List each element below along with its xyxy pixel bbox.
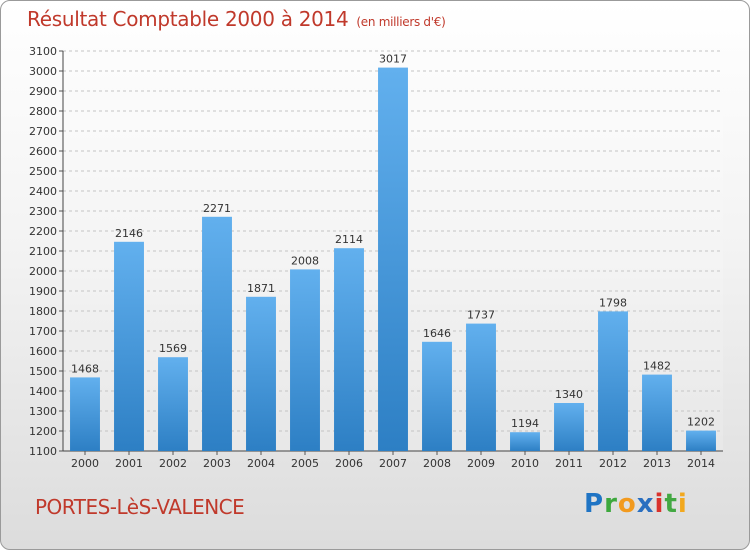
bar-2012 bbox=[598, 311, 628, 451]
brand-logo: Proxiti bbox=[584, 489, 688, 519]
location-label: PORTES-LèS-VALENCE bbox=[35, 495, 245, 519]
y-tick-label: 2800 bbox=[29, 105, 57, 118]
data-label-2001: 2146 bbox=[115, 227, 143, 240]
brand-letter: r bbox=[604, 489, 618, 519]
y-tick-label: 2100 bbox=[29, 245, 57, 258]
bar-2014 bbox=[686, 430, 716, 451]
x-tick-label-2010: 2010 bbox=[511, 457, 539, 470]
data-label-2005: 2008 bbox=[291, 254, 319, 267]
chart-title: Résultat Comptable 2000 à 2014 (en millie… bbox=[27, 7, 446, 31]
brand-letter: P bbox=[584, 489, 605, 519]
brand-letter: t bbox=[664, 489, 678, 519]
y-tick-label: 3000 bbox=[29, 65, 57, 78]
x-tick-label-2011: 2011 bbox=[555, 457, 583, 470]
bar-2001 bbox=[114, 241, 144, 451]
data-label-2003: 2271 bbox=[203, 202, 231, 215]
bar-2013 bbox=[642, 374, 672, 451]
x-tick-label-2006: 2006 bbox=[335, 457, 363, 470]
bar-2008 bbox=[422, 341, 452, 451]
y-tick-label: 2200 bbox=[29, 225, 57, 238]
x-tick-label-2009: 2009 bbox=[467, 457, 495, 470]
x-tick-label-2000: 2000 bbox=[71, 457, 99, 470]
x-tick-label-2004: 2004 bbox=[247, 457, 275, 470]
bar-2003 bbox=[202, 216, 232, 451]
y-tick-label: 1600 bbox=[29, 345, 57, 358]
data-label-2011: 1340 bbox=[555, 388, 583, 401]
data-label-2010: 1194 bbox=[511, 417, 539, 430]
y-tick-label: 2400 bbox=[29, 185, 57, 198]
chart-subtitle: (en milliers d'€) bbox=[356, 15, 446, 29]
bar-2009 bbox=[466, 323, 496, 451]
data-label-2014: 1202 bbox=[687, 416, 715, 429]
bar-2010 bbox=[510, 432, 540, 451]
y-tick-label: 2300 bbox=[29, 205, 57, 218]
data-label-2009: 1737 bbox=[467, 309, 495, 322]
y-tick-label: 1500 bbox=[29, 365, 57, 378]
bar-2004 bbox=[246, 296, 276, 451]
brand-letter: x bbox=[636, 489, 655, 519]
data-label-2008: 1646 bbox=[423, 327, 451, 340]
y-tick-label: 1200 bbox=[29, 425, 57, 438]
x-tick-label-2012: 2012 bbox=[599, 457, 627, 470]
y-tick-label: 1900 bbox=[29, 285, 57, 298]
x-tick-label-2003: 2003 bbox=[203, 457, 231, 470]
x-tick-label-2007: 2007 bbox=[379, 457, 407, 470]
x-tick-label-2002: 2002 bbox=[159, 457, 187, 470]
y-tick-label: 2500 bbox=[29, 165, 57, 178]
y-tick-label: 2700 bbox=[29, 125, 57, 138]
bar-2006 bbox=[334, 248, 364, 451]
y-tick-label: 2900 bbox=[29, 85, 57, 98]
y-tick-label: 1100 bbox=[29, 445, 57, 458]
x-tick-label-2008: 2008 bbox=[423, 457, 451, 470]
x-tick-label-2013: 2013 bbox=[643, 457, 671, 470]
bar-2002 bbox=[158, 357, 188, 451]
bar-2011 bbox=[554, 403, 584, 451]
brand-letter: i bbox=[654, 489, 665, 519]
bar-2007 bbox=[378, 67, 408, 451]
y-tick-label: 1300 bbox=[29, 405, 57, 418]
brand-letter: o bbox=[617, 489, 637, 519]
x-tick-label-2001: 2001 bbox=[115, 457, 143, 470]
data-label-2013: 1482 bbox=[643, 360, 671, 373]
y-tick-label: 1800 bbox=[29, 305, 57, 318]
y-tick-label: 3100 bbox=[29, 45, 57, 58]
data-label-2002: 1569 bbox=[159, 342, 187, 355]
x-tick-label-2005: 2005 bbox=[291, 457, 319, 470]
data-label-2000: 1468 bbox=[71, 362, 99, 375]
y-tick-label: 1400 bbox=[29, 385, 57, 398]
y-tick-label: 1700 bbox=[29, 325, 57, 338]
data-label-2012: 1798 bbox=[599, 296, 627, 309]
x-tick-label-2014: 2014 bbox=[687, 457, 715, 470]
bar-2000 bbox=[70, 377, 100, 451]
title-text: Résultat Comptable 2000 à 2014 bbox=[27, 7, 349, 31]
y-tick-label: 2600 bbox=[29, 145, 57, 158]
brand-letter: i bbox=[677, 489, 688, 519]
y-tick-label: 2000 bbox=[29, 265, 57, 278]
bar-2005 bbox=[290, 269, 320, 451]
data-label-2007: 3017 bbox=[379, 53, 407, 66]
data-label-2004: 1871 bbox=[247, 282, 275, 295]
data-label-2006: 2114 bbox=[335, 233, 363, 246]
